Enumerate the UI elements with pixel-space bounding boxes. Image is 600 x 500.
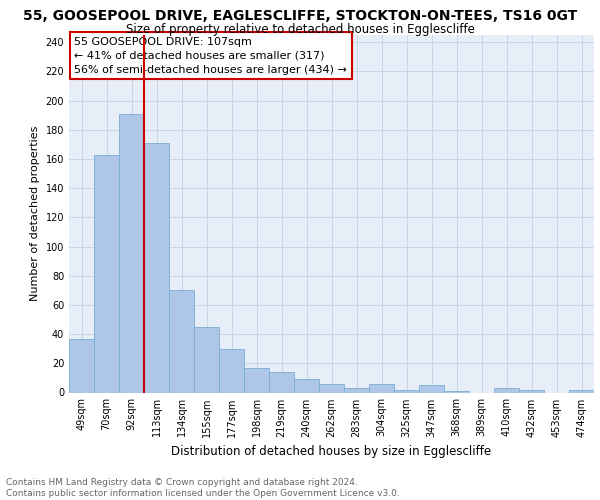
Bar: [394, 390, 419, 392]
Bar: [569, 390, 594, 392]
X-axis label: Distribution of detached houses by size in Egglescliffe: Distribution of detached houses by size …: [172, 445, 491, 458]
Bar: [269, 372, 294, 392]
Bar: [244, 368, 269, 392]
Bar: [494, 388, 519, 392]
Bar: [419, 385, 444, 392]
Text: Contains HM Land Registry data © Crown copyright and database right 2024.
Contai: Contains HM Land Registry data © Crown c…: [6, 478, 400, 498]
Text: 55 GOOSEPOOL DRIVE: 107sqm
← 41% of detached houses are smaller (317)
56% of sem: 55 GOOSEPOOL DRIVE: 107sqm ← 41% of deta…: [74, 37, 347, 75]
Bar: [369, 384, 394, 392]
Bar: [144, 143, 169, 392]
Bar: [294, 380, 319, 392]
Bar: [69, 338, 94, 392]
Text: Size of property relative to detached houses in Egglescliffe: Size of property relative to detached ho…: [125, 22, 475, 36]
Bar: [444, 391, 469, 392]
Text: 55, GOOSEPOOL DRIVE, EAGLESCLIFFE, STOCKTON-ON-TEES, TS16 0GT: 55, GOOSEPOOL DRIVE, EAGLESCLIFFE, STOCK…: [23, 9, 577, 23]
Bar: [119, 114, 144, 392]
Bar: [519, 390, 544, 392]
Bar: [219, 348, 244, 393]
Bar: [194, 327, 219, 392]
Bar: [344, 388, 369, 392]
Y-axis label: Number of detached properties: Number of detached properties: [30, 126, 40, 302]
Bar: [319, 384, 344, 392]
Bar: [94, 154, 119, 392]
Bar: [169, 290, 194, 392]
